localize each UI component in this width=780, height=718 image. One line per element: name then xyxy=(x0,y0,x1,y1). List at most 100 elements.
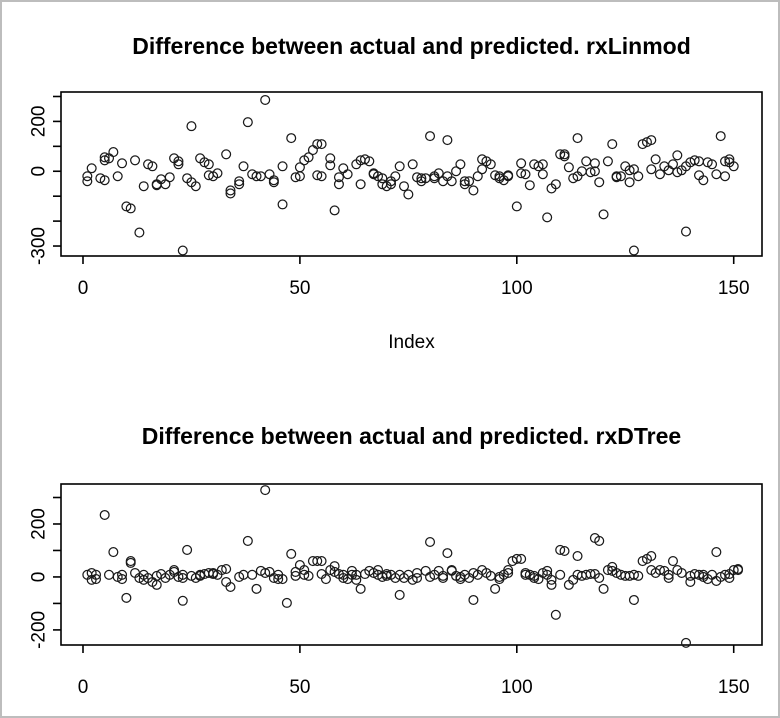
data-point xyxy=(316,556,327,567)
data-point xyxy=(351,574,362,585)
data-point xyxy=(403,189,414,200)
data-point xyxy=(611,172,622,183)
y-tick-label: -300 xyxy=(29,227,50,265)
data-point xyxy=(724,572,735,584)
data-point xyxy=(299,569,310,580)
data-point xyxy=(667,556,679,567)
data-point xyxy=(320,574,331,585)
data-point xyxy=(186,121,197,132)
data-point xyxy=(182,544,193,555)
data-point xyxy=(329,561,340,572)
data-point xyxy=(385,179,397,190)
data-point xyxy=(672,150,683,161)
data-point xyxy=(90,569,102,580)
data-point xyxy=(425,131,436,142)
data-point xyxy=(177,245,188,256)
data-point xyxy=(607,139,618,150)
data-point xyxy=(555,544,566,555)
data-point xyxy=(559,149,570,160)
data-point xyxy=(316,171,327,182)
data-point xyxy=(273,574,284,585)
plot-box xyxy=(60,483,763,646)
data-point xyxy=(446,176,457,187)
data-point xyxy=(260,567,271,578)
data-point xyxy=(412,572,423,584)
data-point xyxy=(134,227,145,238)
data-point xyxy=(520,169,531,180)
x-tick-label: 150 xyxy=(718,677,750,698)
data-point xyxy=(173,159,184,170)
data-point xyxy=(628,569,639,580)
data-point xyxy=(516,553,527,564)
data-point xyxy=(516,168,527,179)
data-point xyxy=(290,172,301,183)
data-point xyxy=(728,161,739,172)
data-point xyxy=(720,171,731,182)
data-point xyxy=(407,159,418,170)
data-point xyxy=(572,133,583,144)
data-point xyxy=(646,164,657,175)
data-point xyxy=(86,163,97,174)
data-point xyxy=(242,535,253,546)
data-point xyxy=(208,567,219,578)
data-point xyxy=(628,594,639,606)
y-tick-label: -200 xyxy=(29,611,50,649)
data-point xyxy=(676,567,687,578)
data-point xyxy=(221,563,232,575)
data-point xyxy=(685,576,696,588)
data-point xyxy=(355,179,366,190)
data-point xyxy=(212,168,223,179)
data-point xyxy=(667,159,679,170)
data-point xyxy=(394,161,405,172)
data-point xyxy=(112,171,123,182)
data-point xyxy=(550,609,561,620)
data-point xyxy=(325,160,336,171)
data-point xyxy=(264,169,275,180)
data-point xyxy=(611,567,622,578)
data-point xyxy=(225,185,236,196)
data-point xyxy=(503,171,514,182)
data-point xyxy=(190,181,201,192)
data-point xyxy=(628,164,639,175)
data-point xyxy=(503,565,514,576)
data-point xyxy=(516,158,527,169)
data-point xyxy=(550,179,561,190)
data-point xyxy=(238,161,249,172)
data-point xyxy=(277,199,288,210)
data-point xyxy=(646,135,657,146)
data-point xyxy=(312,556,323,567)
data-point xyxy=(394,589,405,600)
data-point xyxy=(125,203,136,214)
data-point xyxy=(654,565,665,576)
data-point xyxy=(654,169,665,180)
data-point xyxy=(281,597,292,608)
data-point xyxy=(338,572,349,584)
data-point xyxy=(503,567,514,578)
data-point xyxy=(464,176,475,187)
data-point xyxy=(242,117,253,128)
data-point xyxy=(333,172,344,183)
data-point xyxy=(177,595,188,606)
data-point xyxy=(117,158,128,169)
data-point xyxy=(433,168,444,179)
data-point xyxy=(216,565,227,576)
x-tick-label: 0 xyxy=(78,677,89,698)
data-point xyxy=(598,583,609,594)
data-point xyxy=(234,179,245,190)
data-point xyxy=(377,173,388,184)
data-point xyxy=(537,169,548,180)
data-point xyxy=(598,209,609,220)
data-point xyxy=(646,551,657,562)
data-point xyxy=(195,570,206,581)
data-point xyxy=(555,569,566,580)
data-point xyxy=(468,185,479,196)
data-point xyxy=(355,583,366,594)
data-point xyxy=(277,574,288,585)
data-point xyxy=(307,145,318,156)
data-point xyxy=(724,154,735,165)
y-tick-label: 0 xyxy=(29,166,50,177)
data-point xyxy=(711,547,722,558)
data-point xyxy=(390,171,401,182)
data-point xyxy=(420,565,431,576)
